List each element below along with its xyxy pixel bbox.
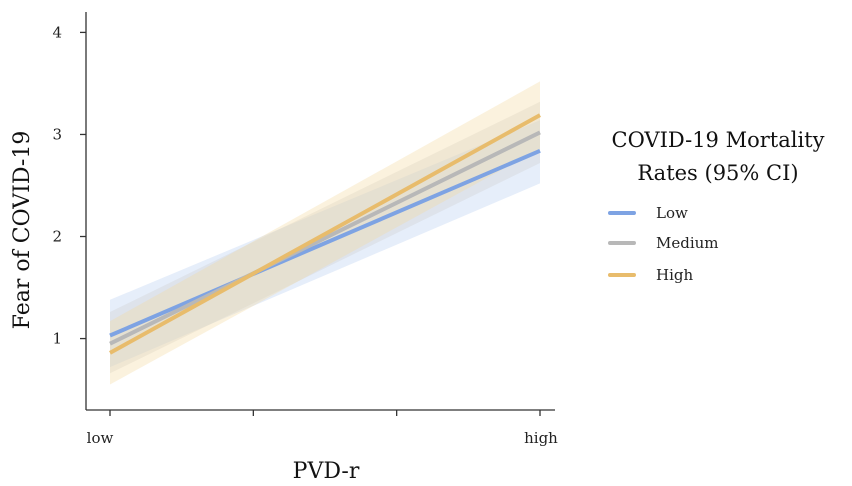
y-axis-title: Fear of COVID-19 (10, 131, 35, 330)
series-line-low (109, 148, 541, 338)
legend-label-medium: Medium (656, 234, 719, 252)
regression-lines (109, 113, 541, 355)
y-tick-label-2: 2 (52, 228, 62, 246)
x-tick-label-high: high (524, 429, 558, 447)
legend-title-line-1: COVID-19 Mortality (612, 128, 825, 152)
series-line-medium (109, 130, 541, 346)
x-axis-title: PVD-r (293, 459, 360, 484)
y-tick-label-3: 3 (52, 125, 62, 143)
series-line-high (109, 113, 541, 355)
legend-label-high: High (656, 266, 693, 284)
legend-item-medium: Medium (608, 234, 719, 252)
legend-label-low: Low (656, 204, 688, 222)
legend-item-high: High (608, 266, 693, 284)
legend-item-low: Low (608, 204, 688, 222)
x-axis-ticks (109, 410, 541, 416)
y-axis-ticks: 1 2 3 4 (52, 23, 86, 348)
y-tick-label-1: 1 (52, 330, 62, 348)
y-tick-label-4: 4 (52, 23, 62, 41)
x-tick-label-low: low (87, 429, 114, 447)
legend-title-line-2: Rates (95% CI) (637, 161, 798, 185)
